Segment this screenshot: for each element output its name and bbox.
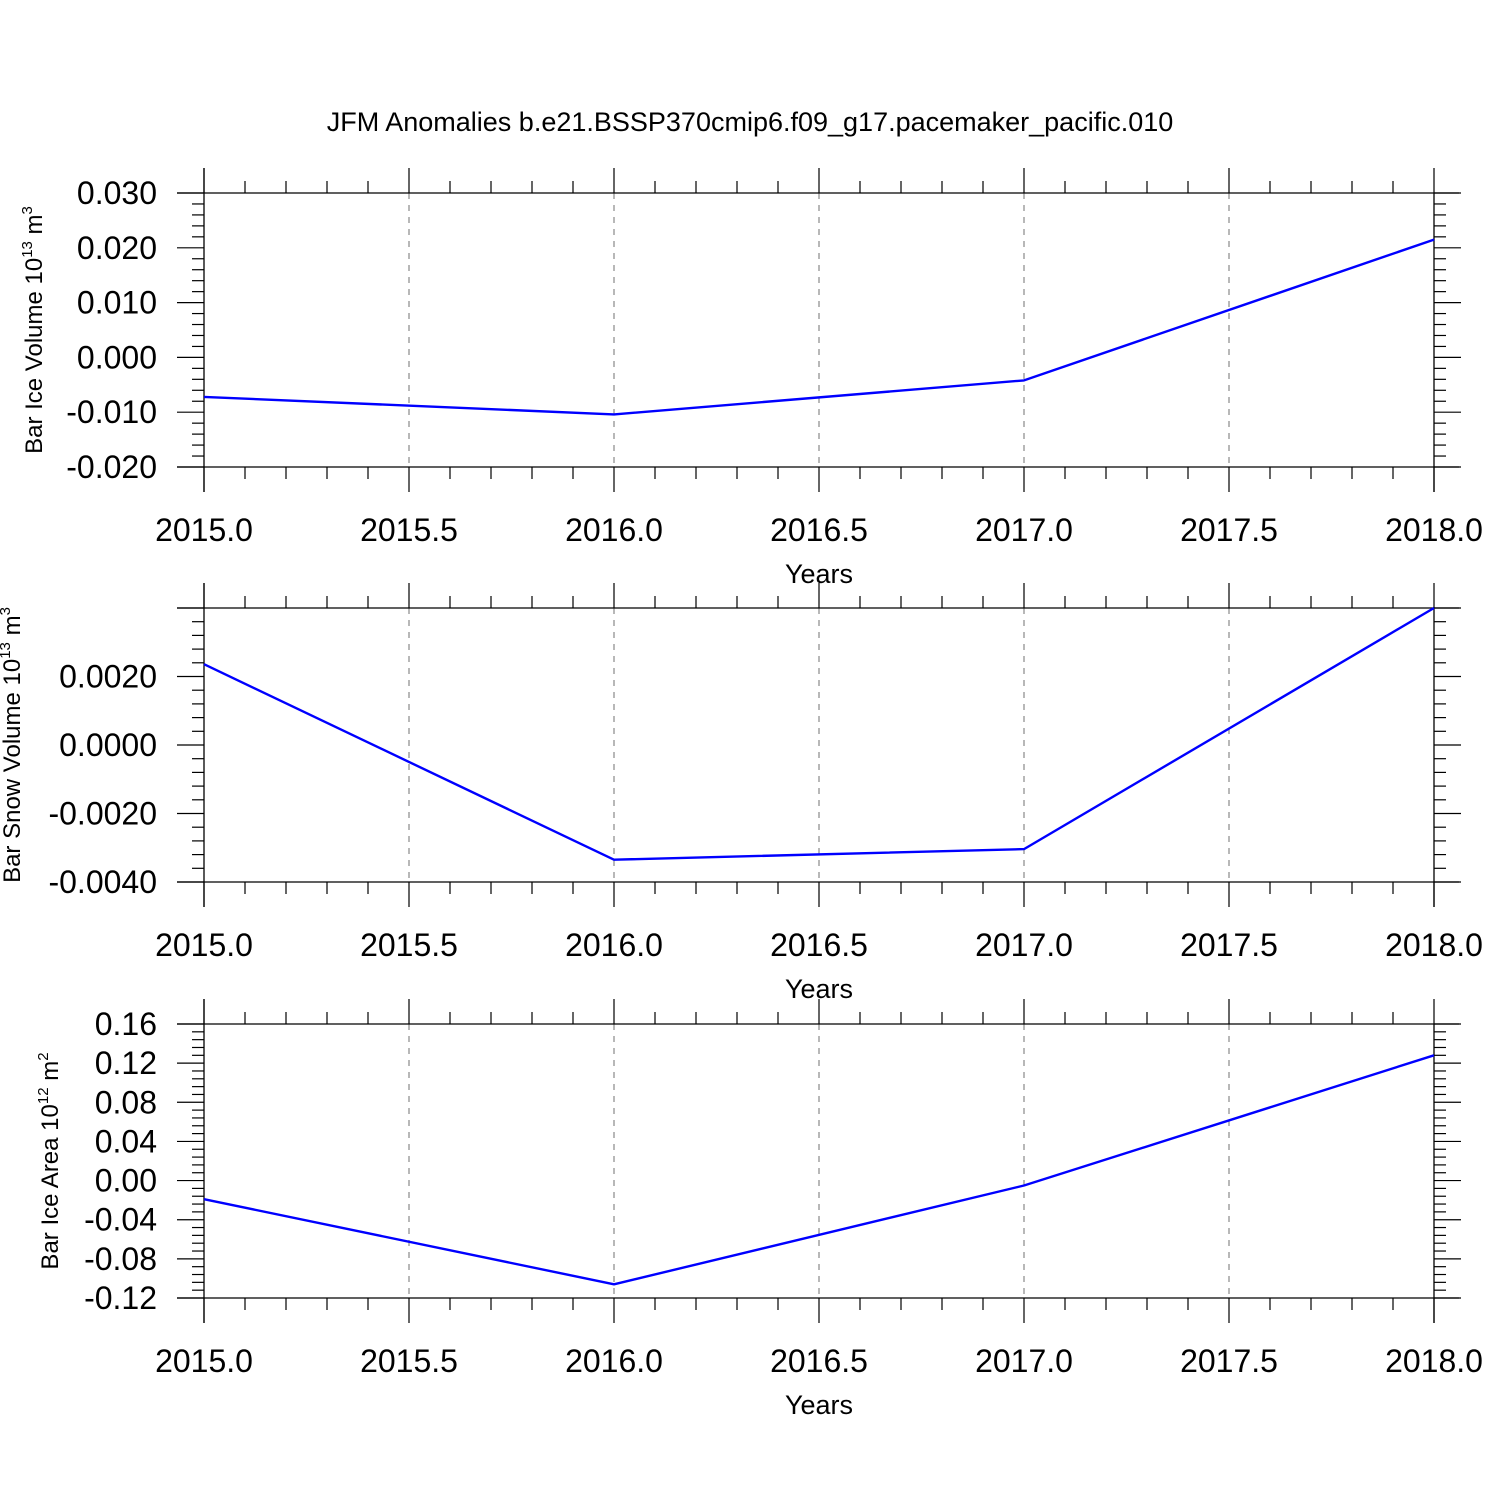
y-tick-label: 0.0000 xyxy=(59,727,157,763)
x-tick-label: 2015.5 xyxy=(360,1343,458,1379)
x-tick-label: 2016.5 xyxy=(770,927,868,963)
y-tick-label: -0.08 xyxy=(84,1241,157,1277)
panel-ice-volume: 2015.0 2015.5 2016.0 2016.5 2017.0 2017.5 2018… xyxy=(19,168,1483,589)
x-tick-label: 2017.0 xyxy=(975,1343,1073,1379)
x-tick-label: 2018.0 xyxy=(1385,1343,1483,1379)
y-tick-label: -0.12 xyxy=(84,1280,157,1316)
x-tick-label: 2016.5 xyxy=(770,512,868,548)
y-tick-label: -0.010 xyxy=(66,394,157,430)
x-tick-label: 2015.5 xyxy=(360,512,458,548)
y-tick-label: 0.000 xyxy=(77,339,157,375)
y-axis-label-text: m xyxy=(21,214,48,241)
y-tick-label: 0.08 xyxy=(95,1084,157,1120)
x-tick-label: 2015.0 xyxy=(155,512,253,548)
y-tick-label: 0.030 xyxy=(77,175,157,211)
x-tick-label: 2017.5 xyxy=(1180,927,1278,963)
x-tick-label: 2015.5 xyxy=(360,927,458,963)
y-tick-label: 0.04 xyxy=(95,1123,157,1159)
panel-snow-volume: 2015.0 2015.5 2016.0 2016.5 2017.0 2017.5 2018… xyxy=(0,583,1483,1004)
y-tick-label: 0.12 xyxy=(95,1045,157,1081)
y-axis-label-text: m xyxy=(0,615,26,642)
x-tick-label: 2015.0 xyxy=(155,1343,253,1379)
y-axis-label-text: Bar Ice Area 10 xyxy=(37,1104,64,1269)
x-tick-label: 2016.5 xyxy=(770,1343,868,1379)
x-tick-label: 2017.5 xyxy=(1180,512,1278,548)
y-axis-label: Bar Snow Volume 1013 m3 xyxy=(0,607,26,883)
y-axis-label-superscript: 3 xyxy=(19,206,36,214)
panel-ice-area: 2015.0 2015.5 2016.0 2016.5 2017.0 2017.5 2018… xyxy=(35,999,1483,1420)
x-tick-label: 2018.0 xyxy=(1385,512,1483,548)
y-axis-label-text: Bar Snow Volume 10 xyxy=(0,659,26,883)
x-tick-label: 2017.0 xyxy=(975,512,1073,548)
y-tick-label: 0.16 xyxy=(95,1006,157,1042)
x-tick-label: 2017.0 xyxy=(975,927,1073,963)
y-tick-label: -0.04 xyxy=(84,1202,157,1238)
y-axis-label-superscript: 12 xyxy=(35,1087,52,1104)
x-tick-label: 2016.0 xyxy=(565,1343,663,1379)
x-tick-label: 2015.0 xyxy=(155,927,253,963)
series-line xyxy=(203,606,1435,861)
y-axis-label: Bar Ice Volume 1013 m3 xyxy=(19,206,48,454)
y-axis-label-text: m xyxy=(37,1061,64,1088)
y-tick-label: -0.0040 xyxy=(48,864,157,900)
x-tick-label: 2017.5 xyxy=(1180,1343,1278,1379)
y-tick-label: -0.0020 xyxy=(48,796,157,832)
y-tick-label: 0.0020 xyxy=(59,659,157,695)
y-tick-label: 0.010 xyxy=(77,285,157,321)
x-tick-label: 2016.0 xyxy=(565,927,663,963)
x-tick-label: 2018.0 xyxy=(1385,927,1483,963)
y-axis-label-superscript: 13 xyxy=(0,642,14,659)
y-axis-label-superscript: 3 xyxy=(0,607,14,615)
series-line xyxy=(203,1054,1435,1286)
x-axis-label: Years xyxy=(785,1390,853,1420)
series-line xyxy=(203,238,1435,416)
y-tick-label: -0.020 xyxy=(66,449,157,485)
x-tick-label: 2016.0 xyxy=(565,512,663,548)
y-tick-label: 0.020 xyxy=(77,230,157,266)
y-axis-label-superscript: 13 xyxy=(19,241,36,258)
y-axis-label-superscript: 2 xyxy=(35,1052,52,1060)
y-axis-label-text: Bar Ice Volume 10 xyxy=(21,258,48,454)
y-axis-label: Bar Ice Area 1012 m2 xyxy=(35,1052,64,1269)
figure-title: JFM Anomalies b.e21.BSSP370cmip6.f09_g17… xyxy=(327,107,1174,137)
y-tick-label: 0.00 xyxy=(95,1163,157,1199)
